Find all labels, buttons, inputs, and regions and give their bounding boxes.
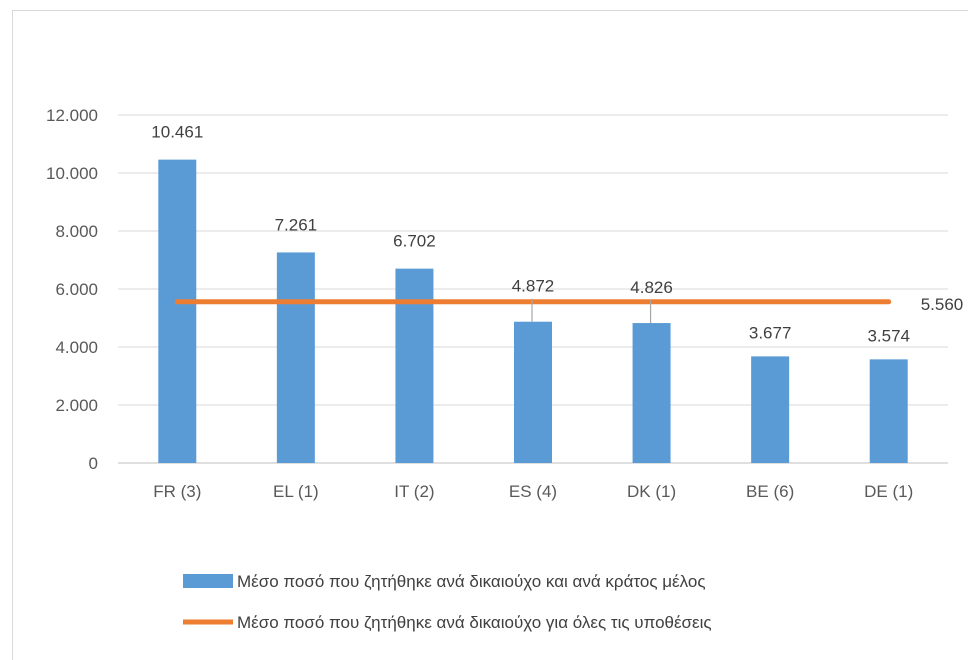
y-tick-label: 12.000 <box>46 106 98 125</box>
x-tick-label: DK (1) <box>627 482 676 501</box>
x-tick-label: ES (4) <box>509 482 557 501</box>
bar <box>514 321 552 463</box>
data-label: 10.461 <box>151 123 203 142</box>
x-axis: FR (3) EL (1) IT (2) ES (4) DK (1) BE (6) DE (… <box>153 482 913 501</box>
y-tick-label: 0 <box>89 454 98 473</box>
bar <box>869 359 908 463</box>
y-tick-label: 4.000 <box>55 338 98 357</box>
bar <box>751 356 790 463</box>
x-tick-label: BE (6) <box>746 482 794 501</box>
data-label: 3.574 <box>867 326 910 345</box>
chart-frame <box>12 10 968 660</box>
bar <box>276 252 315 463</box>
data-label: 3.677 <box>749 323 792 342</box>
average-line-label: 5.560 <box>921 295 964 314</box>
y-axis: 0 2.000 4.000 6.000 8.000 10.000 12.000 <box>46 106 98 473</box>
legend-swatch-bar <box>183 574 233 588</box>
legend: Μέσο ποσό που ζητήθηκε ανά δικαιούχο και… <box>183 572 712 632</box>
bar <box>395 268 434 463</box>
data-label: 4.872 <box>512 277 555 296</box>
legend-label-bar: Μέσο ποσό που ζητήθηκε ανά δικαιούχο και… <box>237 572 706 591</box>
legend-label-line: Μέσο ποσό που ζητήθηκε ανά δικαιούχο για… <box>237 613 712 632</box>
data-label: 4.826 <box>630 278 673 297</box>
data-label: 6.702 <box>393 232 436 251</box>
bar <box>158 159 197 464</box>
y-tick-label: 6.000 <box>55 280 98 299</box>
x-tick-label: IT (2) <box>394 482 434 501</box>
bar <box>632 323 671 463</box>
x-tick-label: DE (1) <box>864 482 913 501</box>
x-tick-label: EL (1) <box>273 482 319 501</box>
data-label: 7.261 <box>275 215 318 234</box>
x-tick-label: FR (3) <box>153 482 201 501</box>
y-tick-label: 2.000 <box>55 396 98 415</box>
y-tick-label: 8.000 <box>55 222 98 241</box>
y-tick-label: 10.000 <box>46 164 98 183</box>
data-labels: 10.461 7.261 6.702 4.872 4.826 3.677 3.574 5.56… <box>151 123 963 346</box>
bar-series <box>158 159 908 464</box>
